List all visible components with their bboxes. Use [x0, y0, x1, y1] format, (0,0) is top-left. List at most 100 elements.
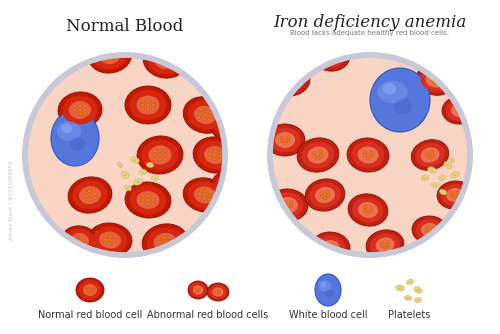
Ellipse shape [414, 287, 422, 294]
Circle shape [83, 108, 86, 111]
Ellipse shape [207, 283, 229, 301]
Circle shape [224, 120, 227, 123]
Circle shape [210, 69, 212, 72]
Circle shape [142, 172, 144, 173]
Circle shape [152, 108, 155, 111]
Ellipse shape [146, 162, 154, 168]
Ellipse shape [137, 136, 183, 174]
Circle shape [430, 78, 434, 82]
Circle shape [158, 153, 162, 157]
Ellipse shape [211, 170, 249, 200]
Ellipse shape [302, 142, 334, 168]
Circle shape [209, 76, 212, 79]
Circle shape [76, 235, 78, 237]
Circle shape [325, 247, 329, 250]
Circle shape [410, 282, 412, 283]
Circle shape [141, 108, 144, 111]
Circle shape [143, 171, 144, 173]
Ellipse shape [310, 232, 350, 264]
Ellipse shape [274, 67, 306, 93]
Circle shape [428, 231, 432, 234]
Circle shape [326, 50, 330, 54]
Ellipse shape [268, 189, 308, 221]
Circle shape [202, 197, 206, 200]
Ellipse shape [212, 66, 248, 94]
Ellipse shape [444, 161, 452, 169]
Circle shape [88, 193, 92, 197]
Ellipse shape [136, 96, 160, 115]
Circle shape [209, 111, 212, 114]
Circle shape [158, 61, 161, 65]
Ellipse shape [315, 274, 341, 306]
Circle shape [92, 289, 94, 291]
Circle shape [124, 174, 125, 176]
Ellipse shape [414, 298, 422, 303]
Circle shape [126, 187, 128, 189]
Circle shape [280, 136, 284, 139]
Circle shape [208, 194, 212, 197]
Circle shape [213, 77, 216, 80]
Ellipse shape [297, 138, 339, 172]
Circle shape [163, 149, 166, 152]
Circle shape [142, 171, 143, 173]
Circle shape [455, 174, 456, 176]
Circle shape [448, 164, 450, 166]
Circle shape [430, 150, 434, 154]
Circle shape [210, 149, 212, 152]
Ellipse shape [358, 202, 378, 218]
Circle shape [218, 237, 221, 240]
Ellipse shape [446, 188, 464, 202]
Circle shape [204, 190, 208, 193]
Circle shape [229, 82, 232, 85]
Ellipse shape [195, 59, 235, 91]
Circle shape [370, 151, 374, 155]
Circle shape [408, 282, 410, 283]
Ellipse shape [190, 283, 206, 297]
Circle shape [150, 164, 152, 166]
Ellipse shape [79, 186, 101, 204]
Circle shape [400, 287, 402, 289]
Circle shape [73, 105, 76, 108]
Circle shape [146, 194, 150, 198]
Circle shape [228, 120, 232, 123]
Circle shape [380, 241, 384, 245]
Ellipse shape [66, 229, 94, 251]
Circle shape [198, 196, 201, 199]
Circle shape [319, 150, 322, 154]
Circle shape [458, 111, 462, 114]
Ellipse shape [121, 171, 129, 179]
Circle shape [232, 78, 235, 81]
Ellipse shape [143, 42, 187, 78]
Ellipse shape [432, 182, 438, 188]
Circle shape [224, 127, 227, 130]
Circle shape [142, 194, 145, 197]
Circle shape [218, 233, 221, 236]
Circle shape [164, 240, 166, 244]
Ellipse shape [99, 231, 121, 248]
Circle shape [103, 50, 106, 53]
Text: Iron deficiency anemia: Iron deficiency anemia [274, 14, 466, 31]
Circle shape [141, 202, 144, 205]
Circle shape [406, 297, 408, 299]
Ellipse shape [411, 140, 449, 170]
Circle shape [326, 193, 330, 197]
Circle shape [158, 157, 162, 161]
Circle shape [209, 73, 212, 76]
Circle shape [138, 181, 140, 183]
Text: Blood lacks adequate healthy red blood cells.: Blood lacks adequate healthy red blood c… [290, 30, 450, 36]
Text: Normal red blood cell: Normal red blood cell [38, 310, 142, 320]
Circle shape [25, 55, 225, 255]
Ellipse shape [204, 146, 226, 164]
Circle shape [216, 290, 218, 292]
Ellipse shape [205, 227, 225, 243]
Ellipse shape [71, 233, 89, 247]
Circle shape [451, 194, 454, 197]
Circle shape [284, 200, 287, 204]
Circle shape [363, 154, 366, 157]
Ellipse shape [383, 83, 396, 95]
Circle shape [82, 239, 85, 242]
Circle shape [209, 190, 212, 194]
Circle shape [158, 57, 162, 61]
Circle shape [168, 235, 171, 239]
Circle shape [169, 55, 172, 58]
